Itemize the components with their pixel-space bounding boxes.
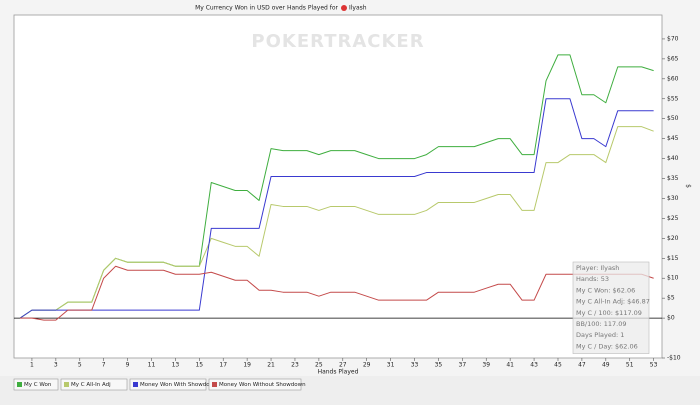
x-tick-label: 47 xyxy=(578,362,586,369)
legend-item-box xyxy=(129,378,207,391)
tooltip-line: Player: Ilyash xyxy=(576,264,619,272)
plot-area xyxy=(13,14,663,359)
x-tick-label: 29 xyxy=(363,362,371,369)
y-tick-label: $60 xyxy=(667,75,679,82)
x-tick-label: 45 xyxy=(554,362,562,369)
series-line xyxy=(19,265,654,321)
x-tick-label: 49 xyxy=(602,362,610,369)
x-tick-label: 17 xyxy=(219,362,227,369)
tooltip-line: My C / Day: $62.06 xyxy=(576,342,638,350)
x-tick-label: 1 xyxy=(30,362,34,369)
x-tick-label: 9 xyxy=(126,362,130,369)
y-tick-label: $0 xyxy=(667,315,675,322)
x-tick-label: 21 xyxy=(267,362,275,369)
y-tick-label: $10 xyxy=(667,275,679,282)
x-tick-label: 13 xyxy=(172,362,180,369)
x-tick-label: 27 xyxy=(339,362,347,369)
x-tick-label: 25 xyxy=(315,362,323,369)
x-axis-label: Hands Played xyxy=(318,369,359,376)
legend-item-box xyxy=(13,378,59,391)
legend-label: My C All-In Adj xyxy=(71,382,111,388)
legend-swatch xyxy=(17,382,22,387)
x-tick-label: 5 xyxy=(78,362,82,369)
y-tick-label: $70 xyxy=(667,35,679,42)
tooltip-line: Days Played: 1 xyxy=(576,331,624,339)
series-line xyxy=(19,126,654,319)
legend-swatch xyxy=(133,382,138,387)
legend-swatch xyxy=(212,382,217,387)
legend-item-box xyxy=(208,378,302,391)
tooltip-box xyxy=(572,261,650,354)
y-tick-label: $40 xyxy=(667,155,679,162)
y-tick-label: $35 xyxy=(667,175,679,182)
x-tick-label: 11 xyxy=(148,362,156,369)
legend-label: Money Won With Showdown xyxy=(140,382,218,388)
tooltip-line: BB/100: 117.09 xyxy=(576,320,627,328)
watermark: POKERTRACKER xyxy=(251,31,424,52)
y-tick-label: $15 xyxy=(667,255,679,262)
player-name: Ilyash xyxy=(349,5,367,12)
tooltip-line: My C All-In Adj: $46.87 xyxy=(576,298,650,306)
y-axis-label: $ xyxy=(685,184,692,188)
x-tick-label: 31 xyxy=(387,362,395,369)
legend-swatch xyxy=(64,382,69,387)
y-tick-label: -$10 xyxy=(667,355,681,362)
x-tick-label: 39 xyxy=(482,362,490,369)
x-tick-label: 35 xyxy=(435,362,443,369)
y-tick-label: $45 xyxy=(667,135,679,142)
tooltip-line: My C / 100: $117.09 xyxy=(576,309,642,317)
legend-item-box xyxy=(60,378,128,391)
x-tick-label: 37 xyxy=(459,362,467,369)
x-tick-label: 41 xyxy=(506,362,514,369)
x-tick-label: 53 xyxy=(650,362,658,369)
x-tick-label: 3 xyxy=(54,362,58,369)
legend-label: My C Won xyxy=(24,382,52,388)
y-tick-label: $50 xyxy=(667,115,679,122)
x-tick-label: 51 xyxy=(626,362,634,369)
x-tick-label: 15 xyxy=(195,362,203,369)
x-tick-label: 23 xyxy=(291,362,299,369)
x-tick-label: 19 xyxy=(243,362,251,369)
y-tick-label: $25 xyxy=(667,215,679,222)
tooltip-line: Hands: 53 xyxy=(576,275,609,283)
y-tick-label: $65 xyxy=(667,55,679,62)
chart-title: My Currency Won in USD over Hands Played… xyxy=(195,5,338,12)
player-icon xyxy=(341,5,347,11)
series-line xyxy=(19,98,654,319)
legend-label: Money Won Without Showdown xyxy=(219,382,306,388)
tooltip-line: My C Won: $62.06 xyxy=(576,286,635,294)
x-tick-label: 43 xyxy=(530,362,538,369)
x-tick-label: 33 xyxy=(411,362,419,369)
y-tick-label: $30 xyxy=(667,195,679,202)
y-tick-label: $55 xyxy=(667,95,679,102)
y-tick-label: $20 xyxy=(667,235,679,242)
x-tick-label: 7 xyxy=(102,362,106,369)
y-tick-label: $5 xyxy=(667,295,675,302)
